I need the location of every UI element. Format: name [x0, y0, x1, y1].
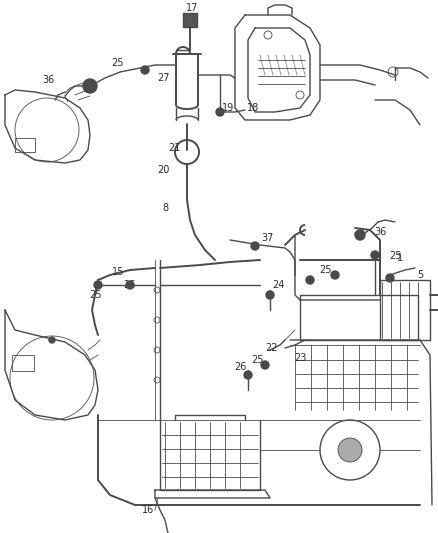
- Text: 17: 17: [186, 3, 198, 13]
- Text: 36: 36: [42, 75, 54, 85]
- Text: 20: 20: [157, 165, 169, 175]
- Text: 5: 5: [417, 270, 423, 280]
- Circle shape: [371, 251, 379, 259]
- Circle shape: [83, 79, 97, 93]
- Circle shape: [386, 274, 394, 282]
- Text: 16: 16: [142, 505, 154, 515]
- Bar: [15, 138, 35, 152]
- Text: 8: 8: [162, 203, 168, 213]
- Circle shape: [331, 271, 339, 279]
- Text: 25: 25: [124, 280, 136, 290]
- Bar: [183, 13, 197, 27]
- Text: 1: 1: [397, 253, 403, 263]
- Circle shape: [126, 281, 134, 289]
- Text: 25: 25: [89, 290, 101, 300]
- Circle shape: [251, 242, 259, 250]
- Text: 25: 25: [252, 355, 264, 365]
- Bar: [12, 355, 34, 371]
- Text: 23: 23: [294, 353, 306, 363]
- Circle shape: [266, 291, 274, 299]
- Text: 25: 25: [389, 251, 401, 261]
- Text: 37: 37: [262, 233, 274, 243]
- Bar: [380, 280, 430, 340]
- Circle shape: [141, 66, 149, 74]
- Text: 24: 24: [272, 280, 284, 290]
- Circle shape: [94, 281, 102, 289]
- Text: 27: 27: [157, 73, 169, 83]
- Text: 25: 25: [112, 58, 124, 68]
- Text: 18: 18: [247, 103, 259, 113]
- Text: 21: 21: [168, 143, 180, 153]
- Text: 36: 36: [374, 227, 386, 237]
- Text: 25: 25: [319, 265, 331, 275]
- Text: 19: 19: [222, 103, 234, 113]
- Circle shape: [244, 371, 252, 379]
- Text: 22: 22: [266, 343, 278, 353]
- Text: 26: 26: [234, 362, 246, 372]
- Text: 15: 15: [112, 267, 124, 277]
- Circle shape: [355, 230, 365, 240]
- Circle shape: [338, 438, 362, 462]
- Circle shape: [216, 108, 224, 116]
- Circle shape: [49, 337, 55, 343]
- Circle shape: [306, 276, 314, 284]
- Circle shape: [261, 361, 269, 369]
